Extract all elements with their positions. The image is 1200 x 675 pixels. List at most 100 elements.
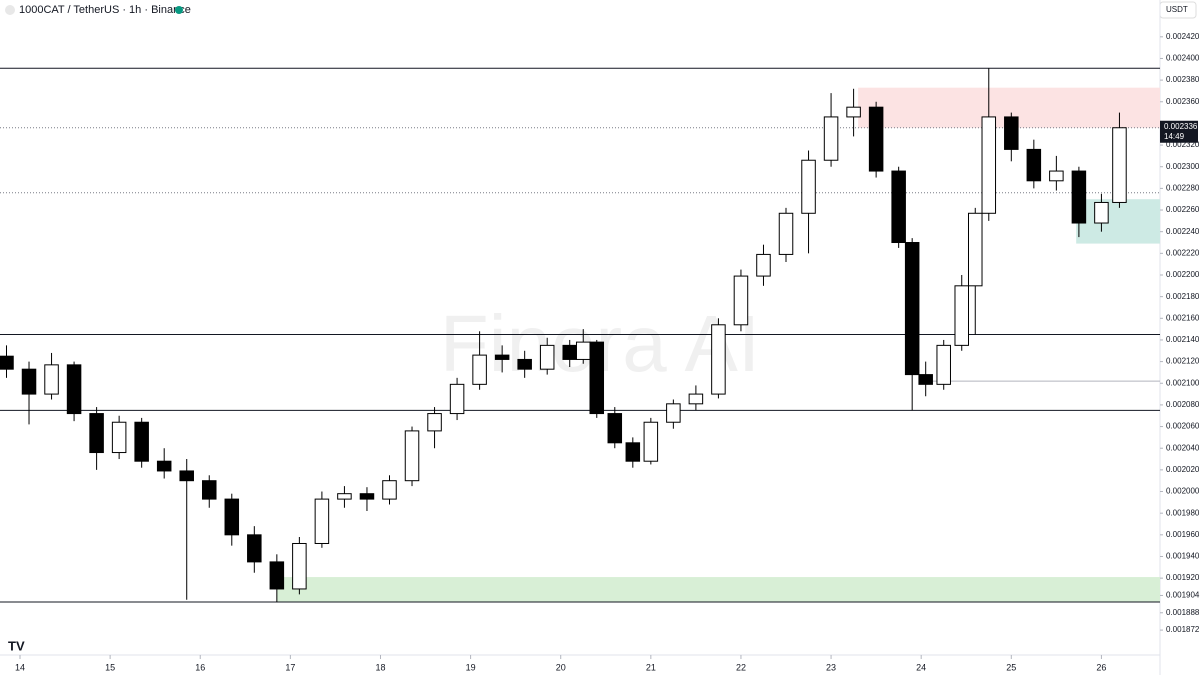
- y-tick-label: 0.002060: [1166, 422, 1200, 431]
- y-tick-label: 0.001940: [1166, 552, 1200, 561]
- y-tick-label: 0.002120: [1166, 357, 1200, 366]
- candle-body: [21, 368, 37, 395]
- y-tick-label: 0.002380: [1166, 75, 1200, 84]
- candle-body: [868, 106, 884, 172]
- last-price: 0.002336: [1164, 122, 1198, 131]
- y-tick-label: 0.002200: [1166, 270, 1200, 279]
- candle-body: [733, 275, 749, 326]
- candle-body: [904, 242, 920, 376]
- candle-body: [1112, 127, 1127, 203]
- y-tick-label: 0.001920: [1166, 573, 1200, 582]
- candle-body: [517, 358, 532, 370]
- candle-body: [1071, 170, 1087, 224]
- y-tick-label: 0.002240: [1166, 227, 1200, 236]
- candle-body: [801, 159, 816, 214]
- x-tick-label: 22: [736, 662, 746, 672]
- candle-body: [111, 421, 127, 454]
- y-tick-label: 0.002160: [1166, 313, 1200, 322]
- y-tick-label: 0.002320: [1166, 140, 1200, 149]
- candle-body: [823, 116, 839, 161]
- candle-body: [846, 106, 861, 118]
- candle-body: [539, 344, 555, 370]
- candle-body: [688, 393, 704, 405]
- x-tick-label: 20: [556, 662, 566, 672]
- x-tick-label: 18: [375, 662, 385, 672]
- candle-body: [494, 354, 510, 360]
- y-tick-label: 0.002040: [1166, 443, 1200, 452]
- candle-body: [66, 364, 82, 415]
- candle-body: [918, 374, 933, 385]
- y-tick-label: 0.002360: [1166, 97, 1200, 106]
- candle-body: [44, 364, 59, 395]
- x-tick-label: 14: [15, 662, 25, 672]
- y-tick-label: 0.002140: [1166, 335, 1200, 344]
- candle-body: [404, 430, 420, 482]
- y-tick-label: 0.001888: [1166, 608, 1200, 617]
- currency: USDT: [1166, 5, 1188, 14]
- last-price-box: [1160, 120, 1198, 143]
- candle-body: [0, 355, 14, 370]
- candle-body: [666, 403, 681, 423]
- x-tick-label: 19: [466, 662, 476, 672]
- y-tick-label: 0.002000: [1166, 487, 1200, 496]
- x-tick-label: 23: [826, 662, 836, 672]
- candle-body: [589, 341, 605, 415]
- logo: TV: [8, 638, 25, 653]
- candle-body: [224, 498, 240, 536]
- candle-body: [607, 413, 623, 444]
- candle-body: [625, 442, 641, 462]
- candle-body: [449, 383, 465, 415]
- y-tick-label: 0.001904: [1166, 591, 1200, 600]
- candle-body: [1004, 116, 1019, 150]
- candle-body: [936, 344, 951, 385]
- y-tick-label: 0.002280: [1166, 183, 1200, 192]
- candle-body: [156, 460, 172, 472]
- candle-body: [981, 116, 997, 214]
- candle-body: [954, 285, 969, 346]
- x-tick-label: 16: [195, 662, 205, 672]
- y-tick-label: 0.002020: [1166, 465, 1200, 474]
- candle-body: [314, 498, 330, 544]
- x-tick-label: 17: [285, 662, 295, 672]
- candle-body: [247, 534, 262, 563]
- candle-body: [575, 341, 591, 360]
- candle-body: [756, 253, 771, 277]
- candle-body: [967, 212, 983, 287]
- candle-body: [562, 344, 577, 360]
- x-tick-label: 26: [1096, 662, 1106, 672]
- zone: [1076, 199, 1160, 244]
- candle-body: [201, 480, 217, 500]
- y-tick-label: 0.002220: [1166, 248, 1200, 257]
- y-tick-label: 0.002420: [1166, 32, 1200, 41]
- candle-body: [472, 354, 487, 385]
- candle-body: [382, 480, 397, 500]
- candle-body: [179, 470, 194, 482]
- candle-body: [269, 561, 285, 590]
- symbol-icon: [5, 5, 15, 15]
- candle-body: [778, 212, 794, 255]
- y-tick-label: 0.001960: [1166, 530, 1200, 539]
- y-tick-label: 0.002400: [1166, 54, 1200, 63]
- candle-body: [427, 413, 442, 432]
- candle-body: [1094, 201, 1109, 224]
- y-tick-label: 0.002100: [1166, 378, 1200, 387]
- candle-body: [711, 324, 726, 395]
- y-tick-label: 0.002260: [1166, 205, 1200, 214]
- candle-body: [134, 421, 149, 462]
- candle-body: [1049, 170, 1064, 182]
- y-tick-label: 0.001872: [1166, 625, 1200, 634]
- candle-body: [359, 493, 375, 500]
- status-dot: [175, 6, 183, 14]
- y-tick-label: 0.002180: [1166, 292, 1200, 301]
- y-tick-label: 0.001980: [1166, 508, 1200, 517]
- x-tick-label: 21: [646, 662, 656, 672]
- symbol-title: 1000CAT / TetherUS · 1h · Binance: [19, 4, 191, 16]
- y-tick-label: 0.002080: [1166, 400, 1200, 409]
- y-tick-label: 0.002300: [1166, 162, 1200, 171]
- candle-body: [337, 493, 352, 500]
- x-tick-label: 24: [916, 662, 926, 672]
- candle-body: [89, 413, 104, 454]
- zone: [276, 577, 1160, 602]
- candle-body: [292, 542, 307, 590]
- x-tick-label: 25: [1006, 662, 1016, 672]
